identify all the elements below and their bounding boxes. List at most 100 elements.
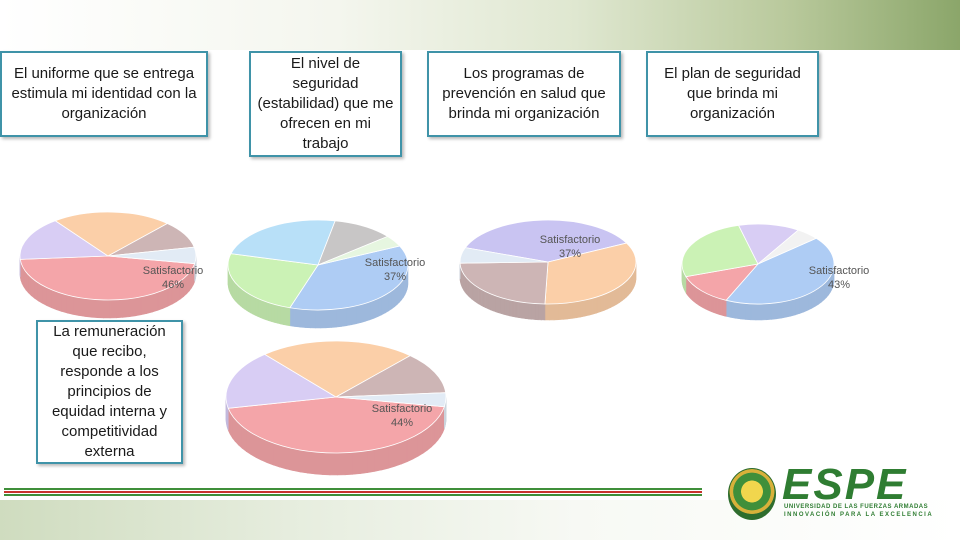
pie-slice-side [140, 295, 148, 316]
pie-slice-side [46, 287, 52, 309]
logo-wordmark: ESPE [782, 460, 908, 509]
pie-slice-side [277, 304, 281, 325]
pie-slice [225, 353, 338, 409]
pie-slice-side [765, 303, 772, 321]
pie-slice-value-label: 43% [828, 279, 850, 291]
pie-slice-side [512, 300, 517, 318]
pie-slice-side [538, 303, 542, 321]
pie-slice-side [260, 299, 264, 320]
pie-slice-side [246, 291, 249, 313]
pie-slice-side [624, 280, 627, 300]
espe-logo: ESPE UNIVERSIDAD DE LAS FUERZAS ARMADAS … [728, 460, 944, 522]
pie-slice-side [603, 292, 608, 311]
pie-slice-side [524, 302, 529, 320]
pie-slice-side [250, 431, 257, 458]
pie-slice-label: Satisfactorio [365, 257, 426, 269]
bottom-gradient-band [0, 500, 960, 540]
pie-slice-side [794, 297, 800, 316]
pie-slice-side [600, 293, 605, 313]
pie-slice [335, 392, 447, 408]
pie-slice-side [373, 298, 379, 319]
pie-slice-side [567, 302, 573, 320]
pie-slice-side [359, 450, 368, 474]
pie-slice-side [337, 452, 346, 476]
pie-slice-side [255, 296, 259, 317]
pie-slice-side [422, 427, 428, 454]
pie-slice-side [775, 301, 782, 320]
pie-slice-side [271, 303, 275, 323]
pie-slice-side [562, 302, 568, 320]
university-emblem-icon [728, 468, 776, 520]
pie-slice-side [268, 302, 272, 322]
pie-slice [685, 263, 760, 301]
pie-slice-side [528, 302, 533, 320]
pie-slice-side [109, 299, 117, 319]
pie-slice-side [492, 294, 496, 313]
pie-slice-side [322, 452, 331, 476]
pie-slice [459, 261, 549, 305]
pie-slice-side [725, 299, 732, 318]
pie-slice-side [365, 301, 371, 322]
pie-slice-side [250, 294, 254, 315]
pie-slice-side [367, 449, 376, 474]
pie-slice-side [588, 297, 594, 316]
pie-slice-side [735, 301, 741, 320]
pie-chart: Satisfactorio 37% [227, 219, 426, 329]
pie-slice-side [381, 294, 386, 316]
pie-slice-side [406, 436, 414, 463]
footer-stripe-red [4, 491, 702, 493]
pie-slice-side [314, 451, 323, 475]
pie-slice-side [157, 289, 164, 311]
pie-slice-side [482, 289, 486, 309]
pie-slice-side [369, 299, 375, 321]
pie-slice-side [299, 308, 306, 328]
pie-slice-side [265, 301, 269, 322]
pie-slice-side [279, 444, 287, 470]
question-box-remuneracion: La remuneración que recibo, responde a l… [36, 320, 183, 464]
pie-slice-side [823, 280, 827, 301]
pie-slice-side [818, 285, 822, 305]
pie-slice-side [146, 293, 153, 314]
pie-slice-side [51, 289, 57, 311]
pie-slice-side [272, 442, 280, 468]
pie-slice-side [480, 288, 484, 307]
pie-slice-side [72, 295, 80, 316]
top-gradient-band [0, 0, 960, 50]
pie-slice-side [394, 441, 402, 467]
pie-slice-side [152, 291, 159, 313]
pie-slice-side [412, 433, 419, 460]
pie-slice-side [97, 299, 105, 319]
pie-slice [19, 255, 196, 301]
pie-slice-side [122, 298, 130, 318]
pie-slice-side [785, 299, 792, 318]
pie-slice-side [294, 308, 301, 328]
pie-slice-side [417, 430, 424, 457]
pie-slice-side [750, 303, 757, 321]
pie-slice-side [541, 303, 546, 321]
pie-slice-side [78, 297, 86, 317]
pie-slice-side [30, 276, 35, 299]
pie-slice-side [610, 289, 615, 308]
pie-slice-side [315, 309, 322, 329]
pie-slice-label: Satisfactorio [809, 265, 870, 277]
pie-slice-side [257, 298, 261, 319]
pie-slice-side [549, 303, 555, 321]
pie-chart: Satisfactorio 46% [19, 211, 203, 319]
pie-slice-side [490, 293, 494, 312]
pie-slice-side [580, 299, 586, 318]
pie-slice [737, 223, 800, 265]
pie-slice-side [351, 305, 357, 326]
pie-slice-side [320, 309, 327, 329]
pie-slice-side [616, 285, 620, 305]
pie-slice-side [84, 298, 92, 318]
pie-slice-side [352, 451, 361, 475]
pie-slice-side [755, 303, 762, 321]
pie-slice [227, 396, 445, 454]
pie-slice-side [162, 287, 169, 309]
pie-chart: Satisfactorio 44% [225, 340, 447, 476]
pie-slice-side [497, 296, 502, 314]
pie-slice-side [128, 297, 136, 318]
pie-slice-label: Satisfactorio [540, 234, 601, 246]
pie-slice-side [431, 420, 436, 448]
pie-slice-side [495, 295, 499, 314]
